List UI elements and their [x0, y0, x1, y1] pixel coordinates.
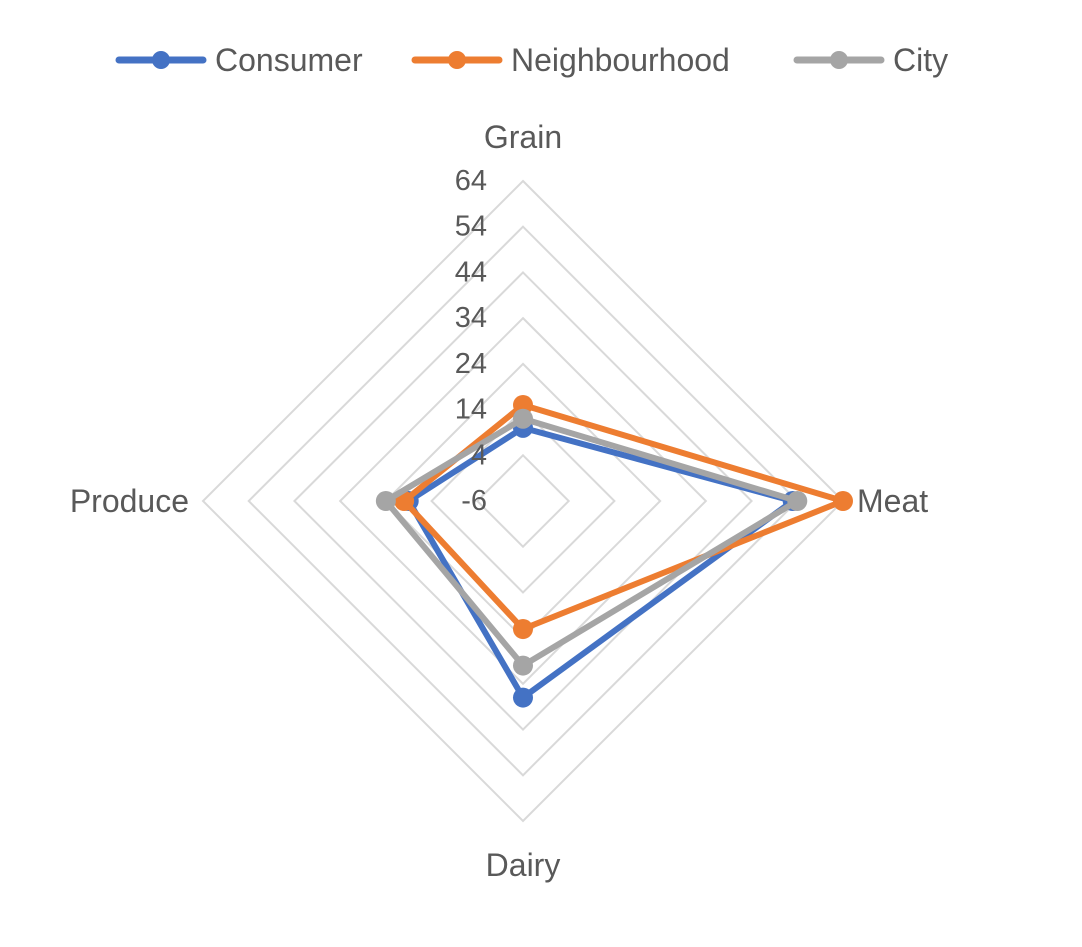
grid-ring [201, 179, 845, 823]
legend-label-neighbourhood: Neighbourhood [511, 41, 730, 78]
category-label-produce: Produce [70, 483, 189, 519]
data-point-neighbourhood [513, 619, 533, 639]
category-label-grain: Grain [484, 119, 562, 155]
radial-tick-label: 54 [455, 211, 487, 243]
data-point-city [375, 491, 396, 511]
data-point-consumer [513, 687, 533, 708]
radial-tick-label: 24 [455, 348, 487, 380]
legend-item-city: City [793, 36, 948, 84]
radial-tick-label: 4 [471, 439, 487, 471]
legend-swatch-consumer [115, 51, 207, 69]
legend-label-consumer: Consumer [215, 41, 363, 78]
legend-swatch-city [793, 51, 885, 69]
radial-tick-label: -6 [461, 485, 487, 517]
grid-ring [293, 271, 753, 731]
legend-item-neighbourhood: Neighbourhood [411, 36, 730, 84]
data-point-city [787, 491, 808, 511]
labels: -6 4 14 24 34 44 54 64 Grain Meat Dairy Produce [70, 119, 928, 883]
series-layer [375, 395, 853, 708]
legend-swatch-neighbourhood [411, 51, 503, 69]
grid-ring [430, 408, 616, 594]
data-point-neighbourhood [513, 395, 533, 415]
legend-item-consumer: Consumer [115, 36, 363, 84]
radial-tick-label: 64 [455, 165, 487, 197]
radial-tick-label: 44 [455, 256, 487, 288]
category-label-dairy: Dairy [486, 847, 561, 883]
radial-tick-label: 14 [455, 394, 487, 426]
data-point-city [513, 408, 533, 429]
grid-ring [475, 453, 571, 549]
legend-label-city: City [893, 41, 949, 78]
radial-tick-label: 34 [455, 302, 487, 334]
category-label-meat: Meat [857, 483, 928, 519]
grid [201, 179, 845, 823]
grid-ring [247, 225, 799, 777]
data-point-neighbourhood [833, 491, 853, 511]
legend: Consumer Neighbourhood City [0, 36, 1082, 84]
data-point-city [513, 655, 533, 676]
